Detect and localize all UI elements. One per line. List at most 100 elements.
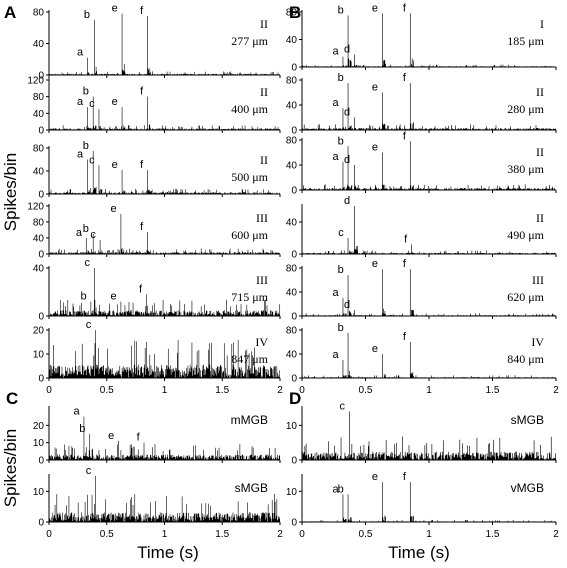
peak-label-a: a — [333, 287, 340, 299]
peak-label-b: b — [338, 264, 344, 276]
layer-label: II — [536, 145, 544, 159]
x-tick-label: 0 — [299, 385, 305, 396]
histogram-bars — [49, 330, 281, 378]
peak-label-c: c — [89, 154, 95, 166]
peak-label-a: a — [333, 151, 340, 163]
depth-label: 400 μm — [231, 102, 268, 116]
depth-label: 840 μm — [507, 352, 544, 366]
y-tick-label: 40 — [33, 109, 45, 120]
y-tick-label: 10 — [33, 438, 45, 449]
peak-label-a: a — [77, 149, 84, 161]
layer-label: II — [260, 153, 268, 167]
layer-label: IV — [531, 335, 544, 349]
depth-label: 380 μm — [507, 162, 544, 176]
y-tick-label: 120 — [27, 202, 44, 213]
region-label: sMGB — [511, 413, 544, 427]
peak-label-a: a — [77, 96, 84, 108]
peak-label-d: d — [344, 44, 350, 56]
peak-label-f: f — [403, 258, 407, 270]
psth-subplot: 0 10 0 0.5 1 1.5 2 c sMGB — [33, 465, 283, 540]
peak-label-b: b — [83, 86, 89, 98]
y-tick-label: 80 — [33, 218, 45, 229]
peak-label-a: a — [77, 47, 84, 59]
y-axis-title-top: Spikes/bin — [1, 153, 20, 231]
y-tick-label: 40 — [286, 218, 298, 229]
layer-label: II — [260, 85, 268, 99]
y-tick-label: 0 — [38, 518, 44, 529]
y-tick-label: 0 — [38, 374, 44, 385]
layer-label: II — [536, 211, 544, 225]
peak-label-f: f — [140, 221, 144, 233]
y-tick-label: 0 — [38, 456, 44, 467]
psth-subplot: 0 10 20 0 0.5 1 1.5 2 c IV 847 μm — [33, 319, 283, 396]
peak-label-f: f — [403, 130, 407, 142]
peak-label-b: b — [79, 423, 85, 435]
peak-label-e: e — [110, 203, 116, 215]
y-tick-label: 10 — [286, 487, 298, 498]
peak-label-e: e — [372, 343, 378, 355]
depth-label: 600 μm — [231, 228, 268, 242]
depth-label: 847 μm — [231, 352, 268, 366]
peak-label-b: b — [338, 72, 344, 84]
depth-label: 490 μm — [507, 228, 544, 242]
x-tick-label: 2 — [553, 529, 559, 540]
layer-label: IV — [255, 335, 268, 349]
region-label: sMGB — [235, 481, 268, 495]
psth-subplot: 0 40 80 ab d e f III 620 μm — [286, 258, 557, 323]
depth-label: 277 μm — [231, 34, 268, 48]
y-tick-label: 0 — [291, 126, 297, 137]
y-tick-label: 0 — [38, 126, 44, 137]
peak-label-a: a — [333, 483, 340, 495]
y-tick-label: 10 — [286, 421, 298, 432]
y-tick-label: 40 — [33, 234, 45, 245]
y-tick-label: 10 — [33, 350, 45, 361]
peak-label-e: e — [372, 258, 378, 270]
peak-label-a: a — [333, 349, 340, 361]
depth-label: 500 μm — [231, 170, 268, 184]
psth-subplot: 0 10 0 0.5 1 1.5 2 ab e f vMGB — [286, 471, 559, 540]
peak-label-a: a — [74, 406, 81, 418]
x-tick-label: 0 — [299, 529, 305, 540]
x-tick-label: 1.5 — [486, 385, 500, 396]
panel-letter-c: C — [6, 389, 18, 408]
peak-label-e: e — [372, 471, 378, 483]
y-tick-label: 40 — [33, 167, 45, 178]
y-tick-label: 40 — [286, 288, 298, 299]
x-tick-label: 2 — [277, 529, 283, 540]
peak-label-c: c — [338, 227, 344, 239]
peak-label-f: f — [140, 5, 144, 17]
x-axis-title-c: Time (s) — [137, 543, 199, 562]
peak-label-b: b — [338, 135, 344, 147]
peak-label-f: f — [403, 2, 407, 14]
psth-subplot: 0 40 80 abc e f II 500 μm — [33, 140, 281, 201]
y-tick-label: 40 — [33, 264, 45, 275]
psth-subplot: 0 40 b c e f III 715 μm — [33, 257, 281, 323]
y-tick-label: 80 — [286, 326, 298, 337]
y-tick-label: 80 — [33, 8, 45, 19]
peak-label-f: f — [403, 331, 407, 343]
layer-label: II — [536, 85, 544, 99]
x-tick-label: 1.5 — [215, 529, 229, 540]
y-axis-title-bottom: Spikes/bin — [1, 429, 20, 507]
peak-label-b: b — [80, 291, 86, 303]
peak-label-e: e — [372, 82, 378, 94]
y-tick-label: 0 — [291, 186, 297, 197]
y-tick-label: 80 — [33, 144, 45, 155]
peak-label-f: f — [140, 86, 144, 98]
y-tick-label: 10 — [33, 487, 45, 498]
peak-label-f: f — [140, 159, 144, 171]
peak-label-a: a — [333, 97, 340, 109]
peak-label-d: d — [344, 299, 350, 311]
psth-subplot: 0 40 80 120 a b c e f III 600 μm — [27, 202, 281, 261]
psth-subplot: 0 40 80 a b e f II 277 μm — [33, 3, 281, 82]
y-tick-label: 80 — [33, 92, 45, 103]
x-tick-label: 0.5 — [359, 529, 373, 540]
x-tick-label: 1.5 — [215, 385, 229, 396]
region-label: mMGB — [231, 413, 268, 427]
y-tick-label: 40 — [33, 39, 45, 50]
y-tick-label: 0 — [291, 250, 297, 261]
x-tick-label: 0 — [46, 529, 52, 540]
histogram-bars — [49, 476, 281, 522]
